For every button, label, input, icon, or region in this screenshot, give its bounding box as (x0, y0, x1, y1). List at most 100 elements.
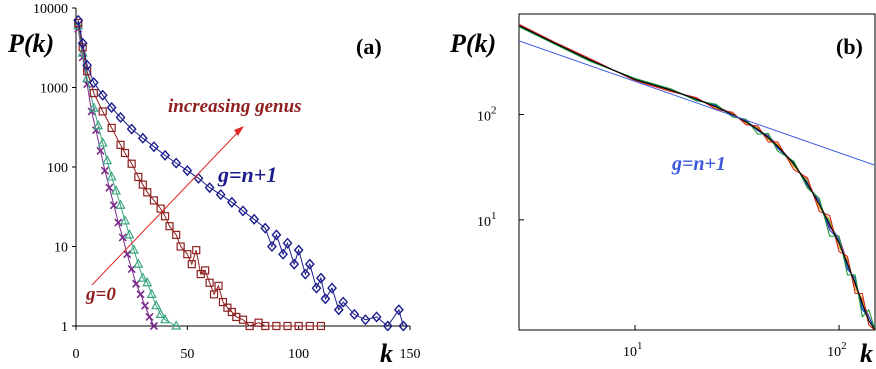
panel-a-data-point (272, 321, 281, 331)
panel-a-data-point (102, 154, 113, 165)
panel-a-data-point (137, 132, 148, 144)
panel-a-data-point (160, 149, 171, 161)
panel-a-data-point (223, 303, 232, 312)
panel-a-data-point (304, 258, 315, 270)
panel-a-data-point (192, 246, 201, 255)
panel-a-ticks: 0 50 100 150 1 10 100 1000 10000 (33, 2, 421, 362)
panel-b-ylabel: P(k) (449, 29, 496, 58)
panel-a-data-point (182, 165, 193, 177)
panel-a-data-point (172, 230, 181, 239)
panel-b-series-line (519, 26, 875, 330)
panel-a-series-line (77, 25, 177, 327)
panel-b-series-line (519, 25, 875, 330)
panel-a-data-point (218, 297, 228, 307)
panel-a-data-point (260, 222, 271, 234)
panel-a-data-point (123, 250, 132, 259)
panel-b-y-tick-label: 101 (477, 210, 497, 230)
tick-base: 10 (477, 110, 491, 125)
panel-a-data-point (160, 212, 170, 221)
panel-a-x-tick-label: 100 (288, 347, 309, 362)
panel-b-series-line (519, 25, 875, 330)
annotation-g-0: g=0 (85, 284, 116, 305)
panel-a-label: (a) (356, 34, 382, 59)
panel-a-data-point (107, 123, 116, 133)
panel-a-data-point (294, 321, 303, 331)
tick-base: 10 (477, 215, 491, 230)
panel-a-data-point (214, 281, 223, 290)
panel-a-data-point (155, 308, 166, 318)
panel-a-data-point (320, 293, 331, 305)
panel-a-data-point (145, 312, 154, 322)
panel-a-data-point (118, 233, 127, 242)
panel-a-data-point (160, 313, 171, 324)
panel-a-data-point (171, 157, 182, 169)
panel-a-data-point (111, 185, 122, 195)
panel-a-data-point (106, 171, 117, 181)
panel-a-data-point (73, 14, 84, 26)
panel-a-data-point (127, 159, 136, 168)
panel-a-data-point (204, 182, 215, 194)
panel-a-data-point (187, 260, 196, 269)
panel-a-data-point (333, 304, 344, 316)
panel-a-data-point (116, 140, 125, 149)
panel-b-xlabel: k (860, 339, 873, 368)
panel-a-data-point (89, 89, 98, 98)
panel-a-ylabel: P(k) (7, 29, 54, 58)
panel-a-data-point (119, 215, 130, 225)
panel-b-series-line (519, 25, 875, 330)
panel-a-data-point (245, 321, 254, 331)
panel-a-x-tick-label: 50 (180, 347, 194, 362)
panel-a-data-point (140, 301, 150, 310)
panel-a-data-point (137, 272, 148, 282)
panel-a-data-point (105, 183, 114, 192)
panel-a-data-point (305, 321, 314, 331)
panel-a-data-point (88, 102, 99, 112)
panel-a-data-point (143, 188, 152, 197)
panel-a-series-line (77, 20, 404, 327)
increasing-genus-arrowhead (234, 126, 244, 136)
panel-a-data-point (77, 37, 88, 49)
panel-a: 0 50 100 150 1 10 100 1000 10000 P(k) (a) k incr… (7, 2, 421, 368)
panel-a-data-point (114, 218, 123, 227)
panel-a-data-point (165, 222, 174, 231)
panel-a-data-point (151, 299, 162, 310)
annotation-g-n-plus-1-b: g=n+1 (671, 153, 726, 175)
panel-a-data-point (183, 250, 192, 259)
panel-a-data-point (226, 196, 237, 208)
panel-a-y-tick-label: 1 (61, 320, 68, 335)
panel-a-data-point (371, 311, 382, 323)
panel-a-data-point (146, 288, 157, 298)
panel-a-data-point (360, 314, 371, 326)
panel-a-data-point (282, 237, 293, 249)
panel-a-x-tick-label: 150 (400, 347, 421, 362)
panel-a-data-point (96, 146, 105, 155)
panel-a-data-point (311, 282, 322, 294)
panel-a-data-point (338, 296, 349, 308)
panel-a-series (73, 14, 409, 332)
panel-a-data-point (271, 229, 282, 241)
panel-a-data-point (82, 59, 93, 71)
panel-a-data-point (97, 137, 108, 147)
panel-a-data-point (283, 321, 292, 331)
panel-a-data-point (171, 320, 182, 330)
panel-b-series-line (519, 23, 875, 330)
panel-a-y-tick-label: 100 (47, 161, 68, 176)
panel-a-data-point (209, 290, 219, 299)
panel-a-y-tick-label: 10000 (33, 2, 68, 17)
panel-a-data-point (106, 101, 117, 114)
panel-a-data-point (138, 180, 147, 189)
panel-a-data-point (215, 189, 226, 201)
panel-a-data-point (134, 172, 143, 182)
panel-a-data-point (73, 19, 84, 30)
panel-b-y-tick-label: 102 (477, 105, 497, 125)
panel-a-series-line (77, 28, 155, 327)
panel-a-data-point (128, 244, 139, 254)
panel-b-label: (b) (836, 34, 863, 59)
panel-b-x-tick-label: 101 (623, 340, 643, 360)
panel-a-data-point (148, 141, 159, 153)
panel-b-power-law-fit-line (519, 40, 875, 166)
panel-a-data-point (227, 307, 236, 317)
panel-a-data-point (289, 258, 300, 270)
